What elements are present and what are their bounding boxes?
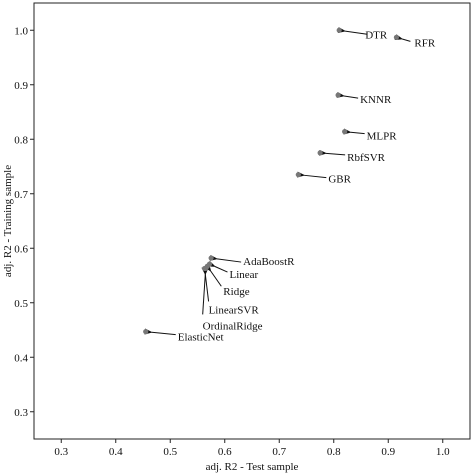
x-tick-label: 0.5	[163, 446, 177, 458]
point-label: ElasticNet	[178, 332, 224, 344]
data-point	[335, 92, 341, 98]
x-axis: 0.3 0.4 0.5 0.6 0.7 0.8 0.9 1.0	[54, 439, 450, 458]
y-tick-label: 0.9	[14, 80, 28, 92]
y-tick-label: 1.0	[14, 25, 28, 37]
point-label: OrdinalRidge	[203, 320, 263, 332]
y-axis-title: adj. R2 - Training sample	[2, 165, 14, 277]
data-point	[143, 329, 149, 335]
x-tick-label: 0.3	[54, 446, 68, 458]
point-label: Ridge	[223, 286, 249, 298]
point-label: GBR	[328, 174, 351, 186]
x-tick-label: 1.0	[436, 446, 450, 458]
point-label: AdaBoostR	[243, 256, 295, 268]
annotation-arrow	[209, 254, 242, 263]
data-point	[295, 172, 301, 178]
data-point	[208, 255, 214, 261]
data-point	[393, 34, 400, 40]
x-tick-label: 0.7	[272, 446, 286, 458]
annotation-arrow	[318, 149, 346, 156]
y-axis: 0.3 0.4 0.5 0.6 0.7 0.8 0.9 1.0	[14, 25, 34, 419]
y-tick-label: 0.6	[14, 243, 28, 255]
y-tick-label: 0.3	[14, 407, 28, 419]
y-tick-label: 0.5	[14, 298, 28, 310]
point-label: Linear	[229, 269, 258, 281]
y-tick-label: 0.8	[14, 134, 28, 146]
annotation-arrow	[343, 128, 365, 135]
point-label: DTR	[365, 29, 388, 41]
annotation-arrow	[337, 27, 368, 35]
data-points	[143, 27, 400, 335]
x-tick-label: 0.9	[381, 446, 395, 458]
x-tick-label: 0.6	[218, 446, 232, 458]
annotation-arrow	[297, 171, 327, 179]
plot-frame	[33, 2, 471, 440]
annotation-arrow	[202, 267, 209, 315]
annotation-arrow	[204, 263, 222, 287]
data-point	[317, 150, 323, 156]
data-point	[336, 27, 342, 33]
data-point	[203, 265, 209, 272]
annotation-arrow	[336, 91, 359, 99]
point-label: LinearSVR	[209, 304, 260, 316]
annotation-arrow	[201, 267, 210, 302]
point-label: RFR	[414, 37, 435, 49]
x-tick-label: 0.8	[327, 446, 341, 458]
x-tick-label: 0.4	[109, 446, 123, 458]
point-label: MLPR	[367, 131, 398, 143]
annotation-arrow	[394, 34, 411, 42]
annotation-arrow	[207, 260, 228, 273]
y-tick-label: 0.4	[14, 352, 28, 364]
x-axis-title: adj. R2 - Test sample	[206, 461, 299, 473]
data-point	[342, 129, 348, 135]
point-label: KNNR	[360, 94, 392, 106]
annotation-arrow	[144, 328, 176, 336]
y-tick-label: 0.7	[14, 189, 28, 201]
point-label: RbfSVR	[347, 152, 386, 164]
